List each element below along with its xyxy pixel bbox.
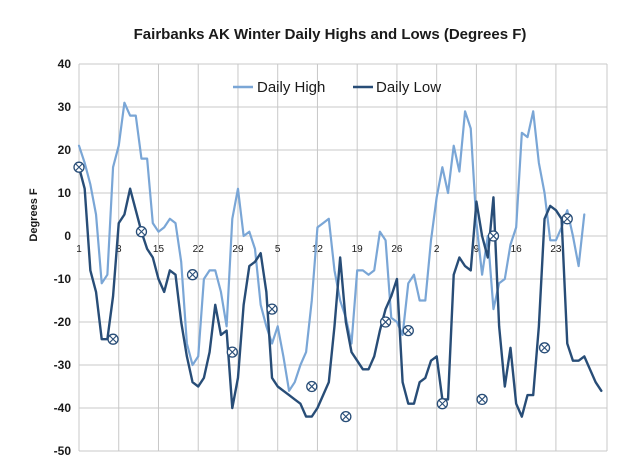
- series-marker: [186, 269, 199, 281]
- y-tick-label: 0: [64, 229, 71, 243]
- marker-cross: [438, 400, 446, 408]
- y-tick-label: -50: [54, 444, 72, 458]
- y-tick-label: 20: [58, 143, 72, 157]
- series-marker: [135, 226, 148, 238]
- x-tick-label: 2: [434, 244, 440, 255]
- marker-cross: [75, 163, 83, 171]
- legend: Daily High Daily Low: [233, 79, 441, 96]
- x-tick-label: 15: [153, 244, 165, 255]
- series-marker: [226, 346, 238, 358]
- y-tick-label: 40: [58, 57, 72, 71]
- legend-label-daily-high: Daily High: [257, 79, 325, 96]
- marker-cross: [381, 318, 390, 326]
- y-axis-label: Degrees F: [28, 188, 40, 241]
- x-tick-label: 12: [312, 244, 324, 255]
- x-tick-label: 9: [474, 244, 480, 255]
- chart-title: Fairbanks AK Winter Daily Highs and Lows…: [134, 26, 527, 43]
- series-marker: [487, 230, 500, 242]
- x-tick-label: 23: [550, 244, 562, 255]
- series-marker: [402, 324, 414, 337]
- series-line-daily-low: [77, 165, 603, 418]
- marker-cross: [109, 335, 117, 343]
- x-tick-label: 22: [193, 244, 205, 255]
- x-tick-label: 19: [352, 244, 364, 255]
- series-line-daily-high: [77, 101, 586, 392]
- legend-label-daily-low: Daily Low: [376, 79, 441, 96]
- marker-cross: [137, 228, 146, 236]
- x-tick-label: 16: [511, 244, 523, 255]
- y-tick-label: -30: [54, 358, 72, 372]
- marker-cross: [228, 348, 236, 356]
- y-tick-label: -20: [54, 315, 72, 329]
- marker-cross: [563, 215, 571, 223]
- y-tick-label: -40: [54, 401, 72, 415]
- x-tick-label: 1: [76, 244, 82, 255]
- marker-cross: [540, 344, 549, 352]
- series-marker: [73, 161, 85, 173]
- series-marker: [266, 303, 278, 315]
- marker-cross: [188, 271, 197, 279]
- series-marker: [379, 316, 392, 328]
- y-tick-label: 30: [58, 100, 72, 114]
- x-tick-label: 29: [232, 244, 244, 255]
- series-marker: [436, 398, 449, 410]
- marker-cross: [404, 327, 412, 335]
- marker-cross: [489, 232, 498, 240]
- y-tick-label: 10: [58, 186, 72, 200]
- marker-cross: [342, 413, 350, 421]
- x-tick-label: 8: [116, 244, 122, 255]
- series-marker: [561, 213, 573, 225]
- marker-cross: [308, 382, 316, 391]
- series-marker: [476, 393, 488, 406]
- series-marker: [306, 380, 318, 393]
- series-marker: [340, 410, 352, 423]
- x-tick-label: 5: [275, 244, 281, 255]
- marker-cross: [268, 305, 276, 313]
- marker-cross: [478, 395, 486, 403]
- y-tick-label: -10: [54, 272, 72, 286]
- series-marker: [538, 342, 551, 354]
- x-tick-label: 26: [391, 244, 403, 255]
- series-marker: [107, 333, 119, 345]
